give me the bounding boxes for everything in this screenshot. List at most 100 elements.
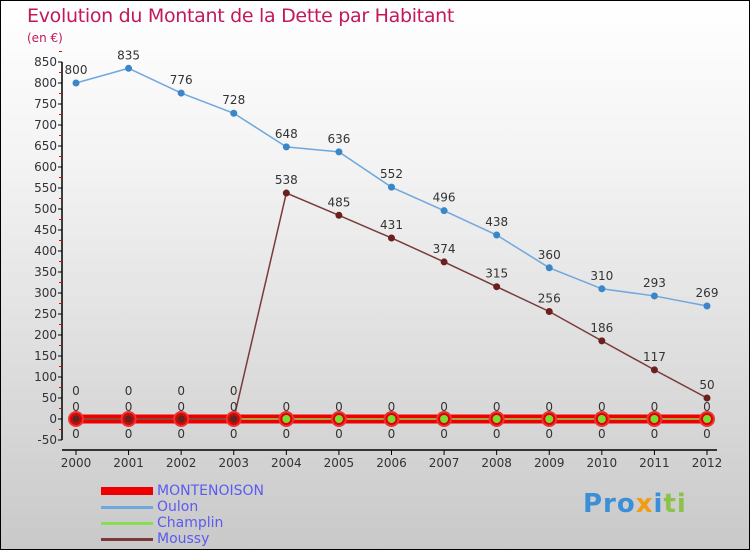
y-tick-label: 250: [34, 307, 57, 321]
legend-label: Moussy: [157, 531, 210, 547]
x-tick-label: 2011: [639, 456, 670, 470]
x-tick-label: 2002: [166, 456, 197, 470]
y-tick-label: 150: [34, 349, 57, 363]
chart-title: Evolution du Montant de la Dette par Hab…: [27, 5, 455, 27]
data-label: 648: [275, 127, 298, 141]
y-tick-label: 800: [34, 76, 57, 90]
data-point: [387, 415, 396, 423]
data-label: 0: [177, 427, 185, 441]
data-label: 0: [440, 400, 448, 414]
data-label: 728: [222, 93, 245, 107]
x-tick-label: 2008: [481, 456, 512, 470]
data-point: [440, 258, 448, 266]
data-label: 0: [177, 400, 185, 414]
data-point: [282, 189, 290, 197]
data-label: 0: [283, 427, 291, 441]
data-label: 0: [703, 427, 711, 441]
data-label: 0: [651, 427, 659, 441]
y-tick-label: 650: [34, 139, 57, 153]
data-label: 0: [440, 427, 448, 441]
data-label: 310: [590, 269, 613, 283]
y-tick-label: 750: [34, 97, 57, 111]
y-tick-label: -50: [37, 433, 57, 447]
x-tick-label: 2005: [324, 456, 355, 470]
y-tick-label: 400: [34, 244, 57, 258]
data-label: 0: [230, 400, 238, 414]
data-label: 0: [125, 384, 133, 398]
x-tick-label: 2010: [587, 456, 618, 470]
data-label: 0: [283, 400, 291, 414]
data-point: [72, 79, 80, 87]
data-label: 0: [651, 400, 659, 414]
y-tick-label: 550: [34, 181, 57, 195]
data-label: 315: [485, 267, 508, 281]
data-point: [230, 109, 238, 117]
y-tick-label: 850: [34, 55, 57, 69]
legend-item: MONTENOISON: [101, 483, 264, 499]
data-label: 0: [335, 400, 343, 414]
data-point: [335, 211, 343, 219]
data-point: [703, 415, 711, 423]
data-point: [650, 415, 659, 423]
y-tick-label: 50: [42, 391, 57, 405]
legend-swatch: [101, 505, 153, 509]
x-tick-label: 2003: [218, 456, 249, 470]
legend-label: Oulon: [157, 499, 199, 515]
data-point: [545, 307, 553, 315]
x-tick-label: 2004: [271, 456, 302, 470]
data-point: [703, 302, 711, 310]
data-label: 256: [538, 291, 561, 305]
data-point: [597, 415, 606, 423]
x-tick-label: 2006: [376, 456, 407, 470]
data-label: 269: [696, 286, 719, 300]
legend-swatch: [101, 487, 153, 495]
data-point: [177, 89, 185, 97]
data-label: 835: [117, 48, 140, 62]
data-label: 0: [125, 400, 133, 414]
data-label: 0: [230, 384, 238, 398]
data-label: 0: [598, 427, 606, 441]
data-point: [493, 231, 501, 239]
data-label: 0: [388, 427, 396, 441]
data-label: 50: [699, 378, 714, 392]
data-point: [229, 415, 238, 423]
data-label: 0: [125, 427, 133, 441]
data-label: 0: [72, 427, 80, 441]
data-label: 186: [590, 321, 613, 335]
legend-item: Oulon: [101, 499, 264, 515]
data-point: [125, 64, 133, 72]
data-label: 800: [65, 63, 88, 77]
data-point: [545, 264, 553, 272]
legend-label: Champlin: [157, 515, 224, 531]
data-point: [703, 394, 711, 402]
y-tick-label: 600: [34, 160, 57, 174]
data-label: 538: [275, 173, 298, 187]
data-label: 431: [380, 218, 403, 232]
data-label: 0: [388, 400, 396, 414]
y-tick-label: 450: [34, 223, 57, 237]
data-point: [492, 415, 501, 423]
data-point: [598, 285, 606, 293]
data-point: [177, 415, 186, 423]
x-tick-label: 2000: [61, 456, 92, 470]
proxiti-logo: Proxiti: [583, 489, 687, 519]
data-label: 0: [72, 400, 80, 414]
y-tick-label: 0: [49, 412, 57, 426]
data-point: [388, 234, 395, 242]
data-label: 0: [545, 400, 553, 414]
data-label: 117: [643, 350, 666, 364]
data-point: [493, 283, 501, 291]
y-tick-label: 500: [34, 202, 57, 216]
data-point: [335, 148, 343, 156]
data-label: 374: [433, 242, 456, 256]
data-label: 293: [643, 276, 666, 290]
x-tick-label: 2001: [113, 456, 144, 470]
legend: MONTENOISON Oulon Champlin Moussy: [101, 483, 264, 547]
legend-swatch: [101, 537, 153, 541]
data-label: 0: [703, 400, 711, 414]
legend-label: MONTENOISON: [157, 483, 264, 499]
legend-item: Champlin: [101, 515, 264, 531]
data-label: 0: [493, 427, 501, 441]
